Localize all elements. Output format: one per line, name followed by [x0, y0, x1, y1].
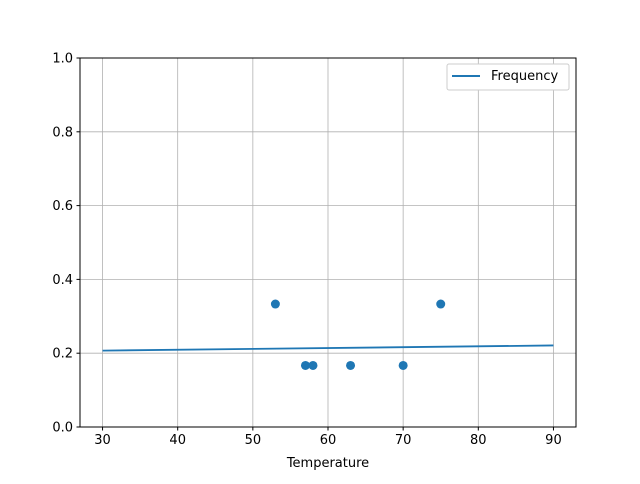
scatter-point	[436, 299, 446, 309]
y-tick-label: 0.8	[52, 125, 73, 140]
ticks: 30 40 50 60 70 80 90 0.0 0.2 0.4 0.6 0.8 1.0	[52, 52, 561, 449]
y-tick-label: 0.4	[52, 273, 73, 288]
scatter-point	[346, 360, 356, 370]
scatter-point	[300, 360, 310, 370]
frequency-line	[102, 344, 554, 352]
y-tick-label: 0.0	[52, 421, 73, 436]
legend: Frequency	[446, 63, 570, 91]
y-tick-label: 0.2	[52, 347, 73, 362]
x-tick-label: 30	[94, 433, 111, 448]
y-tick-label: 0.6	[52, 199, 73, 214]
grid	[80, 57, 576, 428]
x-tick-label: 80	[470, 433, 487, 448]
scatter-point	[308, 360, 318, 370]
scatter-point	[398, 360, 408, 370]
x-tick-label: 60	[320, 433, 337, 448]
legend-box	[446, 63, 570, 91]
scatter-point	[270, 299, 280, 309]
x-axis-label: Temperature	[286, 456, 369, 471]
y-tick-label: 1.0	[52, 52, 73, 67]
x-tick-label: 40	[169, 433, 186, 448]
legend-label: Frequency	[491, 69, 558, 84]
data-marks	[102, 299, 554, 370]
x-tick-label: 70	[395, 433, 412, 448]
x-tick-label: 50	[245, 433, 262, 448]
x-tick-label: 90	[545, 433, 562, 448]
